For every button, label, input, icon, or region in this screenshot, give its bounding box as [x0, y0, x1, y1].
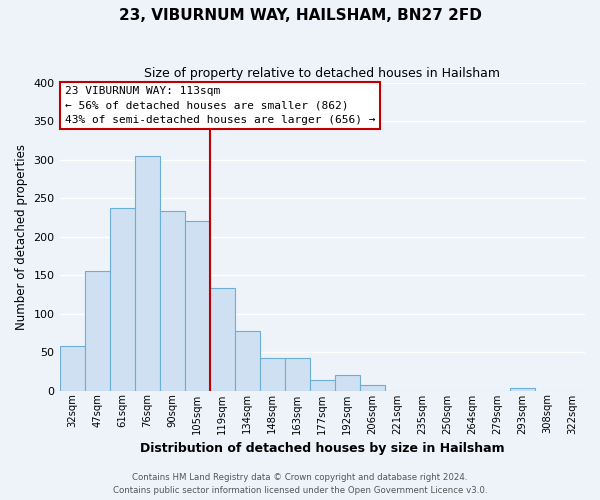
- X-axis label: Distribution of detached houses by size in Hailsham: Distribution of detached houses by size …: [140, 442, 505, 455]
- Bar: [510, 388, 535, 390]
- Bar: [160, 212, 185, 390]
- Bar: [235, 330, 260, 390]
- Text: 23 VIBURNUM WAY: 113sqm
← 56% of detached houses are smaller (862)
43% of semi-d: 23 VIBURNUM WAY: 113sqm ← 56% of detache…: [65, 86, 375, 125]
- Bar: [335, 375, 360, 390]
- Bar: [360, 385, 385, 390]
- Bar: [59, 346, 85, 391]
- Bar: [134, 156, 160, 390]
- Y-axis label: Number of detached properties: Number of detached properties: [15, 144, 28, 330]
- Text: 23, VIBURNUM WAY, HAILSHAM, BN27 2FD: 23, VIBURNUM WAY, HAILSHAM, BN27 2FD: [119, 8, 481, 22]
- Bar: [185, 222, 209, 390]
- Bar: [209, 288, 235, 391]
- Bar: [110, 208, 134, 390]
- Bar: [260, 358, 285, 390]
- Bar: [85, 272, 110, 390]
- Bar: [310, 380, 335, 390]
- Text: Contains HM Land Registry data © Crown copyright and database right 2024.
Contai: Contains HM Land Registry data © Crown c…: [113, 474, 487, 495]
- Title: Size of property relative to detached houses in Hailsham: Size of property relative to detached ho…: [144, 68, 500, 80]
- Bar: [285, 358, 310, 390]
